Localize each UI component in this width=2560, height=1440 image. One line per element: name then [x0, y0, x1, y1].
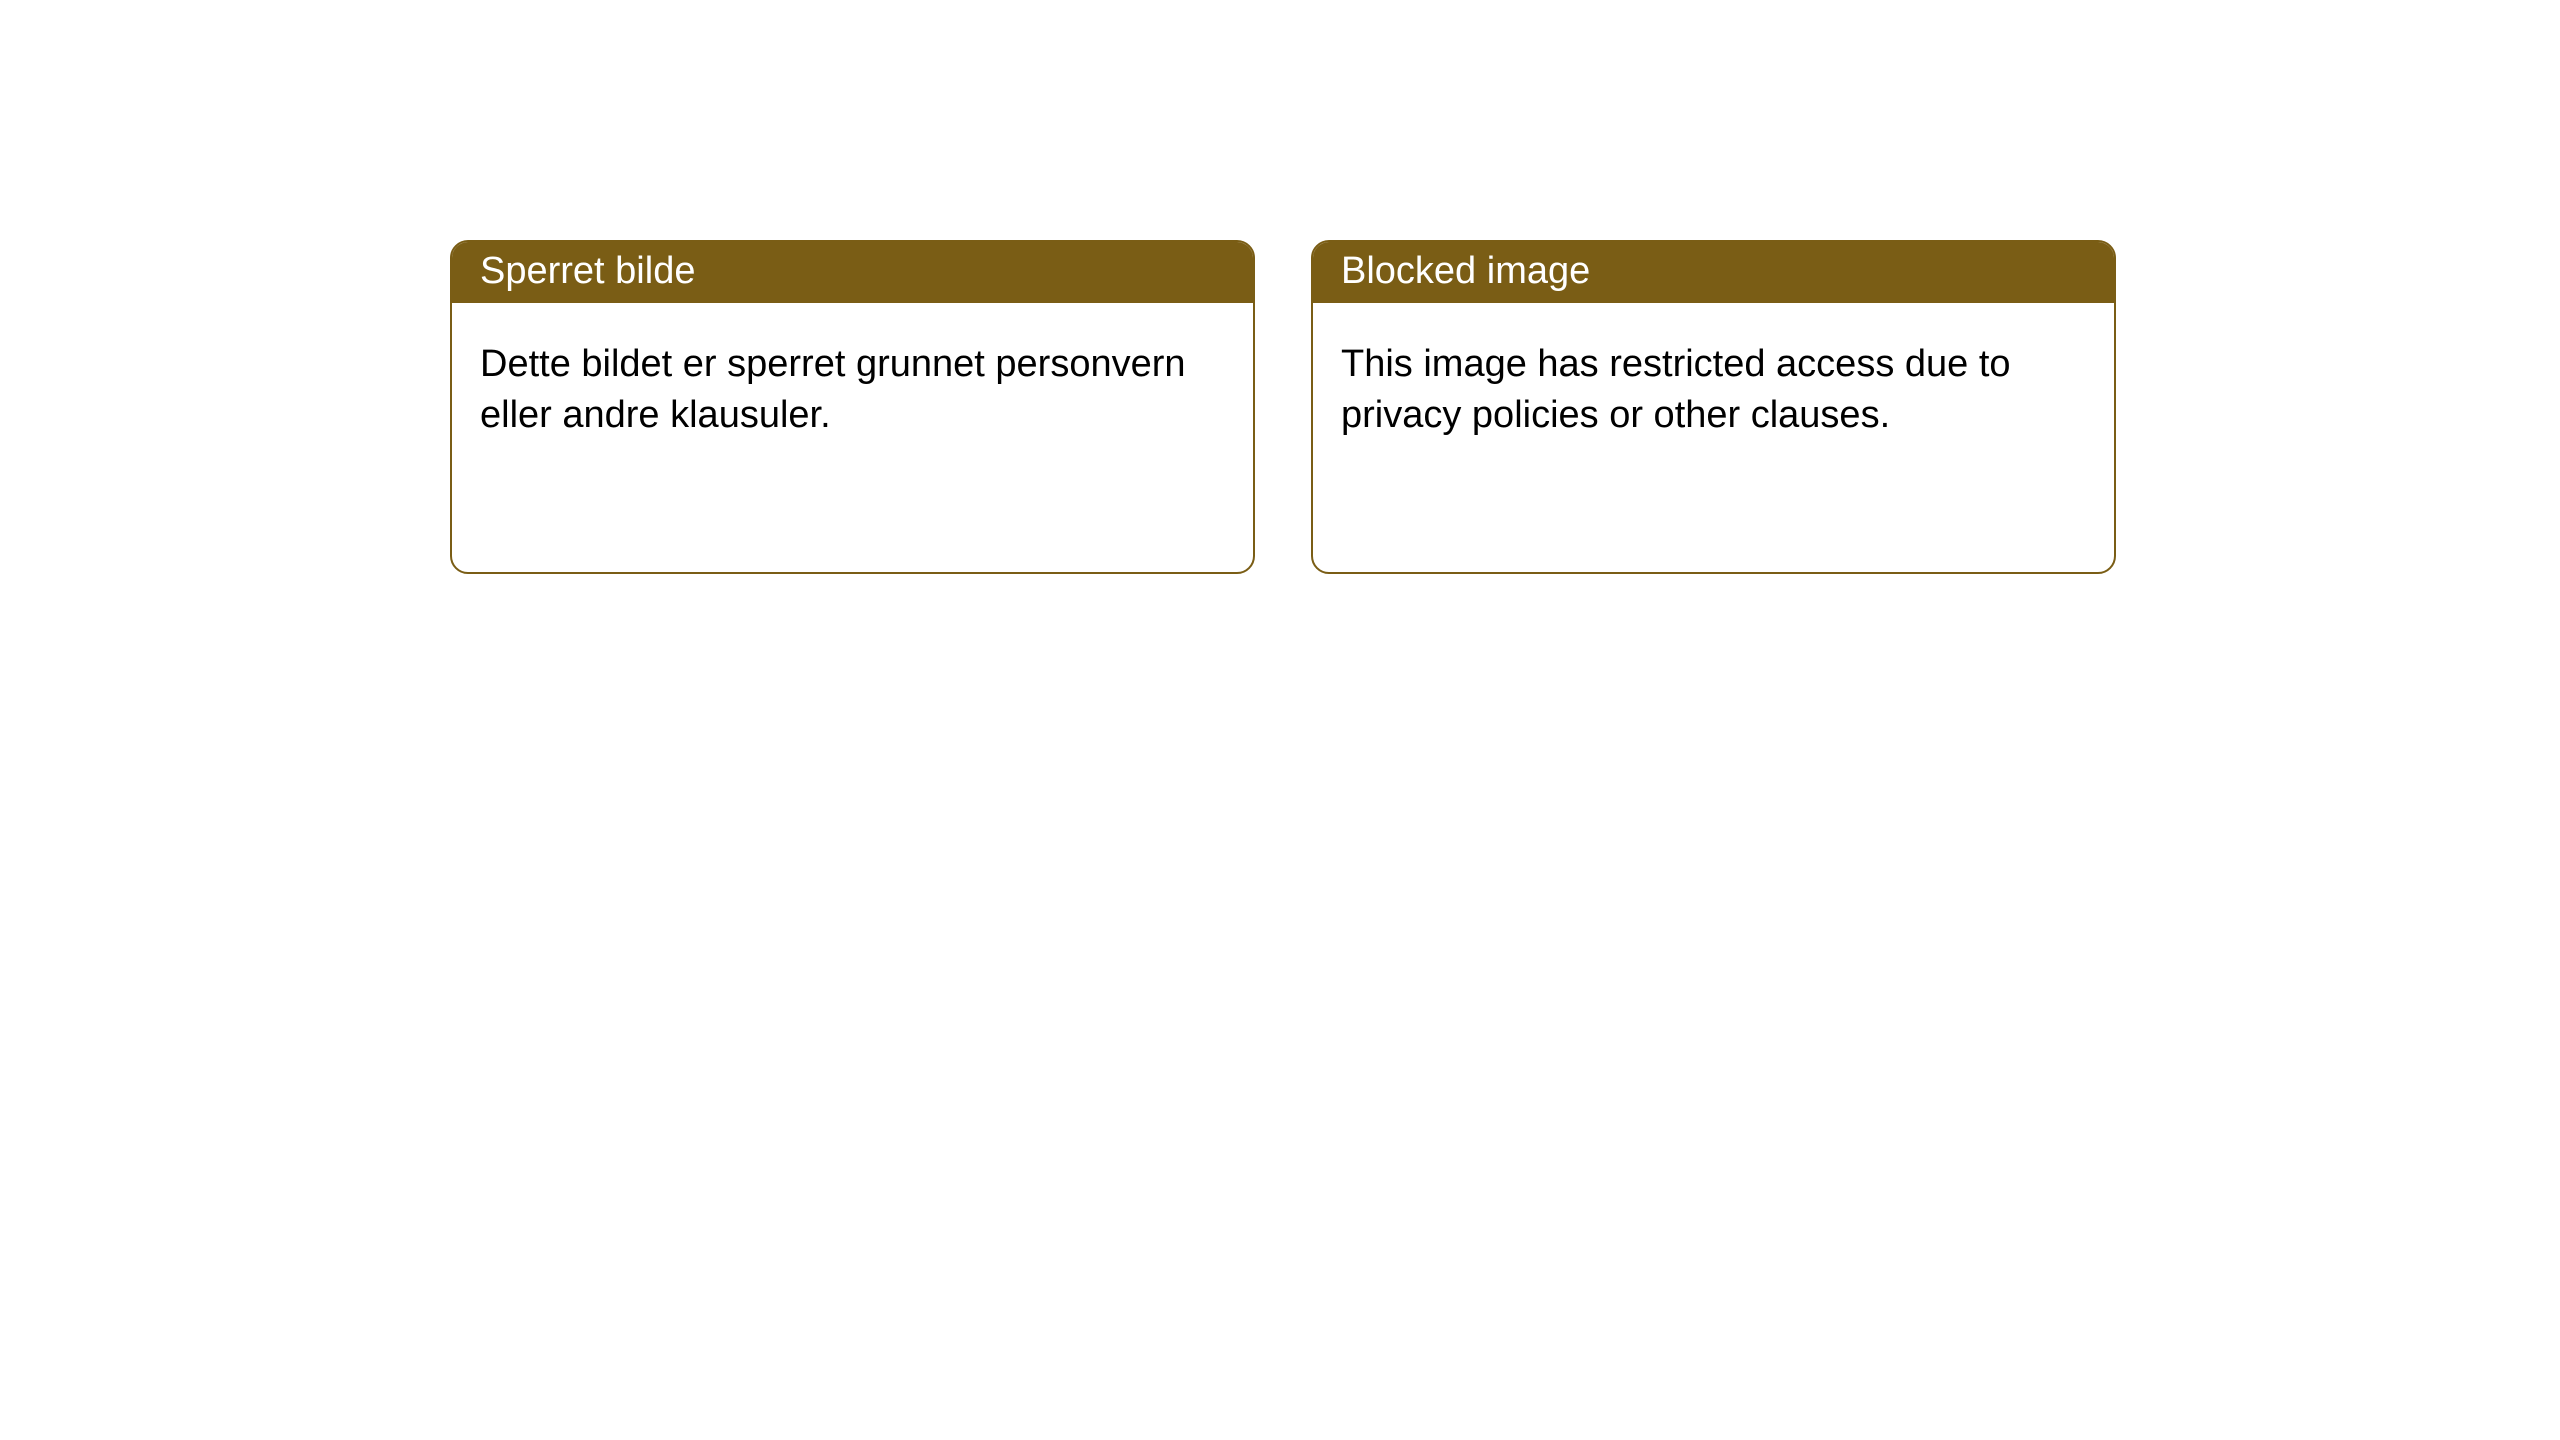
notice-box-norwegian: Sperret bilde Dette bildet er sperret gr… — [450, 240, 1255, 574]
notice-header: Sperret bilde — [452, 242, 1253, 303]
notice-header: Blocked image — [1313, 242, 2114, 303]
notice-container: Sperret bilde Dette bildet er sperret gr… — [0, 0, 2560, 574]
notice-body: This image has restricted access due to … — [1313, 303, 2114, 478]
notice-body: Dette bildet er sperret grunnet personve… — [452, 303, 1253, 478]
notice-box-english: Blocked image This image has restricted … — [1311, 240, 2116, 574]
